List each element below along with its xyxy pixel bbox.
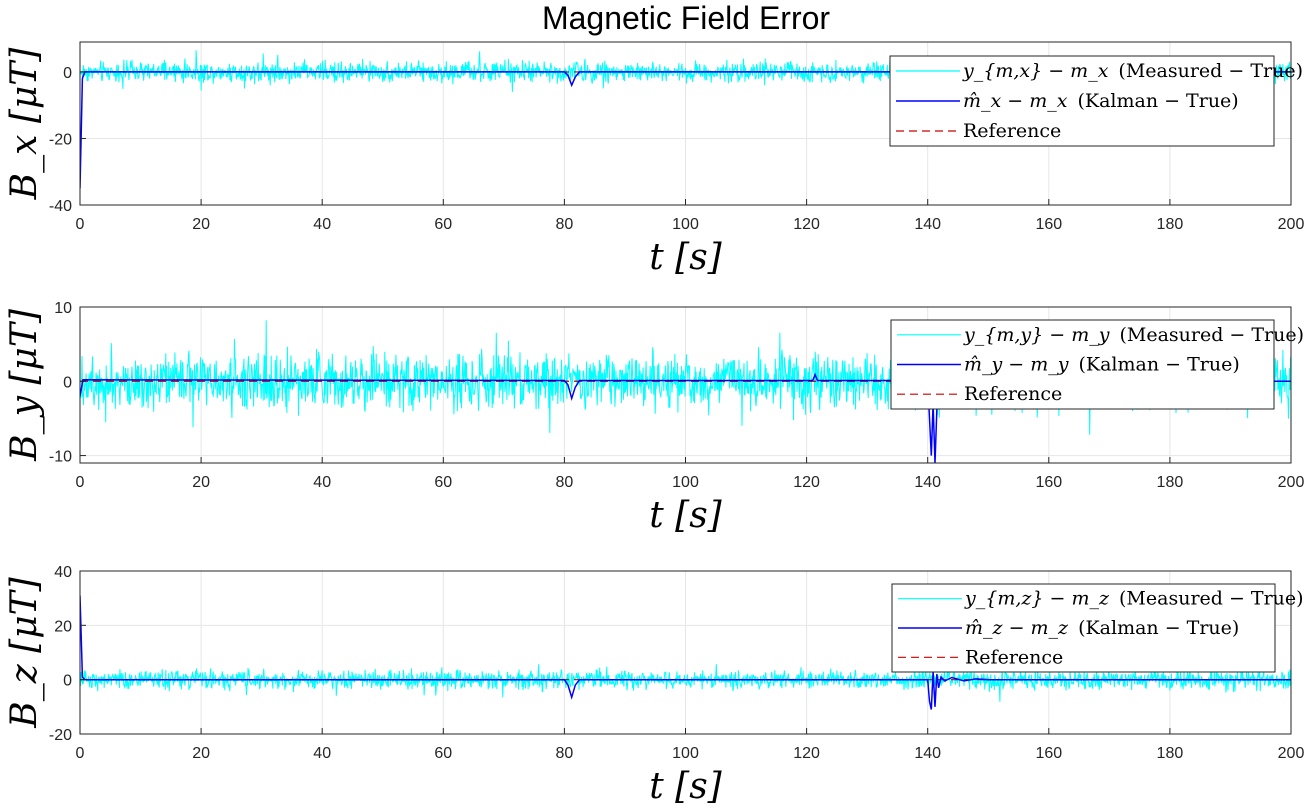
legend-label: (Kalman − True) bbox=[1078, 617, 1239, 639]
x-tick-label: 40 bbox=[313, 216, 331, 233]
legend-label: (Measured − True) bbox=[1118, 60, 1303, 82]
x-tick-label: 40 bbox=[313, 745, 331, 762]
x-tick-label: 60 bbox=[434, 474, 452, 491]
legend-math: m̂_z − m_z bbox=[965, 617, 1069, 639]
figure-title: Magnetic Field Error bbox=[542, 0, 830, 36]
legend-entry-reference: Reference bbox=[896, 120, 1061, 142]
y-tick-label: -20 bbox=[49, 131, 72, 148]
x-tick-label: 200 bbox=[1278, 216, 1305, 233]
y-tick-label: -10 bbox=[49, 449, 72, 466]
legend-math: y_{m,x} − m_x bbox=[962, 60, 1109, 82]
series-kalman-line bbox=[80, 595, 1291, 710]
legend-label: Reference bbox=[963, 120, 1061, 142]
y-tick-label: 20 bbox=[54, 618, 72, 635]
legend-math: m̂_x − m_x bbox=[963, 90, 1068, 112]
y-tick-label: 0 bbox=[63, 673, 72, 690]
legend-label: (Measured − True) bbox=[1119, 324, 1304, 346]
x-tick-label: 0 bbox=[76, 216, 85, 233]
series-measured-line bbox=[80, 659, 1291, 702]
y-axis-label: B_y [μT] bbox=[4, 308, 45, 462]
legend-entry-kalman: m̂_z − m_z (Kalman − True) bbox=[898, 617, 1239, 639]
legend-label: (Measured − True) bbox=[1119, 588, 1304, 610]
x-tick-label: 180 bbox=[1157, 216, 1184, 233]
x-tick-label: 140 bbox=[914, 745, 941, 762]
x-tick-label: 100 bbox=[672, 216, 699, 233]
y-tick-label: 0 bbox=[63, 374, 72, 391]
x-tick-label: 0 bbox=[76, 745, 85, 762]
legend-entry-reference: Reference bbox=[898, 646, 1063, 668]
x-tick-label: 100 bbox=[672, 474, 699, 491]
plot-area bbox=[80, 595, 1291, 710]
subplot-bx: 0 20 40 60 80 100 120 140 160 180 200 -40 -20 0 t [s] B… bbox=[4, 41, 1305, 278]
legend-label: (Kalman − True) bbox=[1079, 354, 1240, 376]
x-tick-label: 100 bbox=[672, 745, 699, 762]
x-tick-label: 120 bbox=[793, 474, 820, 491]
y-tick-label: -40 bbox=[49, 198, 72, 215]
x-tick-label: 160 bbox=[1035, 745, 1062, 762]
y-tick-label: -20 bbox=[49, 727, 72, 744]
x-axis-label: t [s] bbox=[649, 766, 722, 807]
legend-label: Reference bbox=[965, 646, 1063, 668]
x-tick-label: 20 bbox=[192, 216, 210, 233]
x-tick-label: 40 bbox=[313, 474, 331, 491]
legend-label: (Kalman − True) bbox=[1077, 90, 1238, 112]
y-tick-label: 10 bbox=[54, 300, 72, 317]
x-tick-label: 200 bbox=[1278, 745, 1305, 762]
legend-entry-measured: y_{m,x} − m_x (Measured − True) bbox=[896, 60, 1303, 82]
legend-entry-kalman: m̂_x − m_x (Kalman − True) bbox=[896, 90, 1239, 112]
series-kalman-line bbox=[80, 71, 1291, 189]
y-axis-label: B_z [μT] bbox=[4, 576, 45, 728]
x-tick-label: 160 bbox=[1035, 474, 1062, 491]
x-tick-label: 20 bbox=[192, 474, 210, 491]
x-tick-label: 120 bbox=[793, 745, 820, 762]
legend-math: y_{m,z} − m_z bbox=[964, 588, 1110, 610]
legend-label: Reference bbox=[964, 383, 1062, 405]
legend: y_{m,x} − m_x (Measured − True) m̂_x − m_x… bbox=[889, 55, 1303, 147]
x-axis-label: t [s] bbox=[649, 495, 722, 536]
legend-math: y_{m,y} − m_y bbox=[963, 324, 1110, 346]
x-tick-label: 140 bbox=[914, 474, 941, 491]
x-tick-label: 20 bbox=[192, 745, 210, 762]
x-tick-label: 200 bbox=[1278, 474, 1305, 491]
y-axis-label: B_x [μT] bbox=[4, 47, 45, 201]
legend-entry-reference: Reference bbox=[897, 383, 1062, 405]
x-tick-label: 180 bbox=[1157, 474, 1184, 491]
x-tick-label: 160 bbox=[1035, 216, 1062, 233]
x-tick-label: 80 bbox=[556, 216, 574, 233]
legend-entry-measured: y_{m,z} − m_z (Measured − True) bbox=[898, 588, 1304, 610]
x-tick-label: 80 bbox=[556, 745, 574, 762]
y-tick-label: 40 bbox=[54, 564, 72, 581]
x-tick-label: 60 bbox=[434, 216, 452, 233]
x-tick-label: 120 bbox=[793, 216, 820, 233]
x-tick-label: 140 bbox=[914, 216, 941, 233]
x-tick-label: 60 bbox=[434, 745, 452, 762]
series-kalman-line bbox=[80, 372, 1291, 463]
legend-entry-kalman: m̂_y − m_y (Kalman − True) bbox=[897, 354, 1240, 376]
x-tick-label: 0 bbox=[76, 474, 85, 491]
x-tick-label: 80 bbox=[556, 474, 574, 491]
legend-entry-measured: y_{m,y} − m_y (Measured − True) bbox=[897, 324, 1304, 346]
legend: y_{m,y} − m_y (Measured − True) m̂_y − m_y… bbox=[890, 319, 1304, 410]
x-tick-label: 180 bbox=[1157, 745, 1184, 762]
x-axis-label: t [s] bbox=[649, 237, 722, 278]
legend: y_{m,z} − m_z (Measured − True) m̂_z − m_z… bbox=[891, 583, 1304, 673]
y-tick-label: 0 bbox=[63, 65, 72, 82]
legend-math: m̂_y − m_y bbox=[964, 354, 1069, 376]
